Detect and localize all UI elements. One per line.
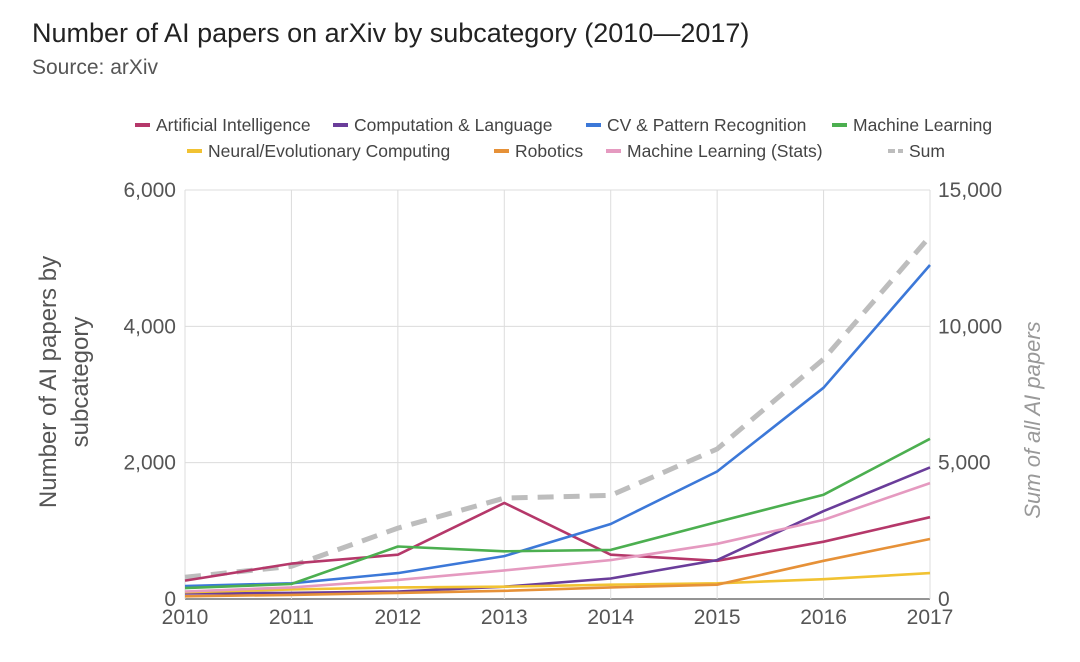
legend-label: Artificial Intelligence: [156, 115, 311, 135]
y2-tick-label: 15,000: [938, 179, 1002, 202]
y-tick-label: 0: [164, 588, 176, 611]
series-line-robotics: [184, 537, 931, 598]
series-line-machine-learning-stats-: [184, 481, 931, 593]
series-line-neural-evolutionary-computing: [184, 571, 931, 594]
x-tick-label: 2015: [694, 606, 741, 629]
series-line-machine-learning: [184, 437, 931, 590]
legend-label: Sum: [909, 141, 945, 161]
y2-tick-label: 10,000: [938, 315, 1002, 338]
x-tick-label: 2010: [162, 606, 209, 629]
y-axis-title-line-2: subcategory: [67, 317, 94, 448]
y-tick-label: 2,000: [123, 452, 176, 475]
x-tick-label: 2014: [587, 606, 634, 629]
y2-tick-label: 5,000: [938, 452, 991, 475]
legend-label: Neural/Evolutionary Computing: [208, 141, 450, 161]
y-tick-label: 6,000: [123, 179, 176, 202]
chart-subtitle: Source: arXiv: [32, 56, 159, 79]
legend-label: Robotics: [515, 141, 583, 161]
legend-label: Computation & Language: [354, 115, 552, 135]
x-tick-label: 2011: [269, 606, 314, 629]
legend-label: Machine Learning (Stats): [627, 141, 823, 161]
y-axis-title-line-1: Number of AI papers by: [35, 256, 62, 508]
series-line-artificial-intelligence: [184, 501, 931, 582]
x-tick-label: 2017: [907, 606, 954, 629]
series-line-cv-pattern-recognition: [184, 264, 931, 588]
x-tick-label: 2013: [481, 606, 528, 629]
x-tick-label: 2012: [374, 606, 421, 629]
legend-label: Machine Learning: [853, 115, 992, 135]
series-line-computation-language: [184, 466, 931, 595]
legend-label: CV & Pattern Recognition: [607, 115, 806, 135]
y2-axis-title: Sum of all AI papers: [1020, 321, 1045, 518]
chart-title: Number of AI papers on arXiv by subcateg…: [32, 18, 750, 48]
y-tick-label: 4,000: [123, 315, 176, 338]
series-line-sum: [184, 234, 932, 580]
x-tick-label: 2016: [800, 606, 847, 629]
y2-tick-label: 0: [938, 588, 950, 611]
